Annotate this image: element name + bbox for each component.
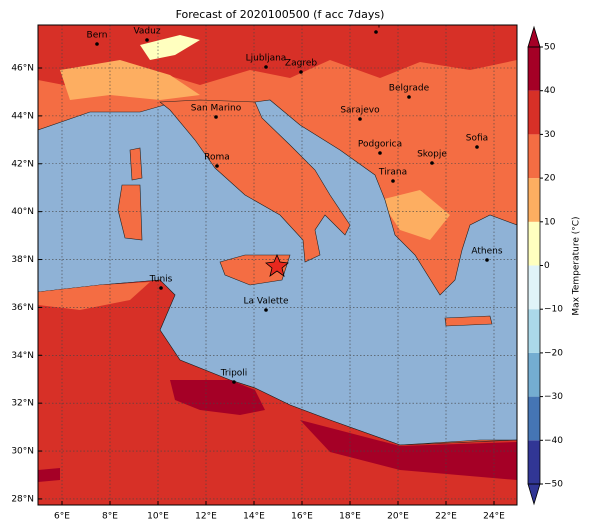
x-tick-label: 20°E xyxy=(387,512,409,522)
colorbar-bin xyxy=(528,47,540,91)
colorbar-tick-label: 40 xyxy=(544,86,556,96)
city-dot xyxy=(145,38,149,42)
africa-cool xyxy=(38,282,150,310)
city-dot xyxy=(407,95,411,99)
x-tick-label: 16°E xyxy=(291,512,313,522)
land-cool xyxy=(380,190,450,240)
colorbar-bin xyxy=(528,221,540,266)
city-label: Budapest xyxy=(355,19,398,29)
y-tick-label: 30°N xyxy=(11,447,34,457)
map-frame xyxy=(37,24,518,506)
city-dot xyxy=(264,308,268,312)
colorbar-tick-label: 50 xyxy=(544,43,556,53)
city-dot xyxy=(299,70,303,74)
city-label: Athens xyxy=(471,247,502,257)
y-tick-label: 38°N xyxy=(11,255,34,265)
land-cold xyxy=(140,35,200,60)
city-dot xyxy=(95,42,99,46)
colorbar-tick-label: 20 xyxy=(544,174,556,184)
city-label: Tunis xyxy=(149,275,173,285)
sardinia xyxy=(117,184,143,241)
x-tick-label: 10°E xyxy=(147,512,169,522)
y-tick-label: 46°N xyxy=(11,64,34,74)
city-dot xyxy=(215,164,219,168)
colorbar-tick-label: 10 xyxy=(544,217,556,227)
city-dot xyxy=(264,65,268,69)
land-cool xyxy=(60,60,200,100)
city-label: La Valette xyxy=(244,297,289,307)
italy xyxy=(159,99,351,263)
colorbar-extend-min xyxy=(527,483,541,506)
city-label: Sarajevo xyxy=(340,106,380,116)
africa-hot xyxy=(300,420,517,480)
y-tick-label: 42°N xyxy=(11,159,34,169)
y-tick-label: 40°N xyxy=(11,207,34,217)
x-tick-label: 8°E xyxy=(102,512,118,522)
colorbar-bin xyxy=(528,265,540,310)
colorbar-tick-label: −40 xyxy=(544,436,563,446)
city-label: Ljubljana xyxy=(246,54,287,64)
city-dot xyxy=(430,161,434,165)
city-label: Skopje xyxy=(417,150,447,160)
colorbar-tick-label: 0 xyxy=(544,261,550,271)
y-tick-label: 32°N xyxy=(11,399,34,409)
city-label: Roma xyxy=(204,153,230,163)
map-title: Forecast of 2020100500 (f acc 7days) xyxy=(176,8,385,21)
city-label: San Marino xyxy=(191,104,242,114)
city-label: Belgrade xyxy=(389,84,430,94)
x-tick-label: 14°E xyxy=(243,512,265,522)
city-label: Vaduz xyxy=(133,27,160,37)
city-dot xyxy=(391,179,395,183)
y-tick-label: 44°N xyxy=(11,111,34,121)
city-dot xyxy=(159,286,163,290)
colorbar-tick-label: −50 xyxy=(544,480,563,490)
crete xyxy=(444,315,493,327)
y-tick-label: 34°N xyxy=(11,351,34,361)
city-dot xyxy=(475,145,479,149)
city-label: Zagreb xyxy=(285,59,317,69)
x-tick-label: 24°E xyxy=(483,512,505,522)
colorbar-bin xyxy=(528,352,540,397)
x-tick-label: 12°E xyxy=(195,512,217,522)
city-label: Tripoli xyxy=(220,369,248,379)
colorbar-bin xyxy=(528,90,540,135)
colorbar-label: Max Temperature (°C) xyxy=(572,216,582,315)
colorbar-bin xyxy=(528,440,540,484)
colorbar-bin xyxy=(528,396,540,441)
city-dot xyxy=(485,258,489,262)
colorbar-tick-label: −30 xyxy=(544,392,563,402)
colorbar-tick-label: 30 xyxy=(544,130,556,140)
city-label: Sofia xyxy=(466,134,488,144)
forecast-location-star xyxy=(265,253,289,277)
y-tick-label: 36°N xyxy=(11,303,34,313)
city-dot xyxy=(214,115,218,119)
city-dot xyxy=(374,30,378,34)
colorbar-bin xyxy=(528,178,540,222)
city-label: Podgorica xyxy=(358,140,402,150)
colorbar-bin xyxy=(528,134,540,179)
africa-hot xyxy=(38,468,60,482)
colorbar-tick-label: −10 xyxy=(544,305,563,315)
africa-hot xyxy=(170,380,265,415)
x-tick-label: 18°E xyxy=(339,512,361,522)
city-dot xyxy=(378,151,382,155)
colorbar-tick-label: −20 xyxy=(544,348,563,358)
y-tick-label: 28°N xyxy=(11,494,34,504)
x-tick-label: 6°E xyxy=(54,512,70,522)
city-label: Bern xyxy=(87,31,108,41)
city-label: Tirana xyxy=(378,168,407,178)
colorbar-bin xyxy=(528,309,540,353)
city-dot xyxy=(358,117,362,121)
x-tick-label: 22°E xyxy=(435,512,457,522)
city-dot xyxy=(232,380,236,384)
colorbar-extend-max xyxy=(527,25,541,48)
